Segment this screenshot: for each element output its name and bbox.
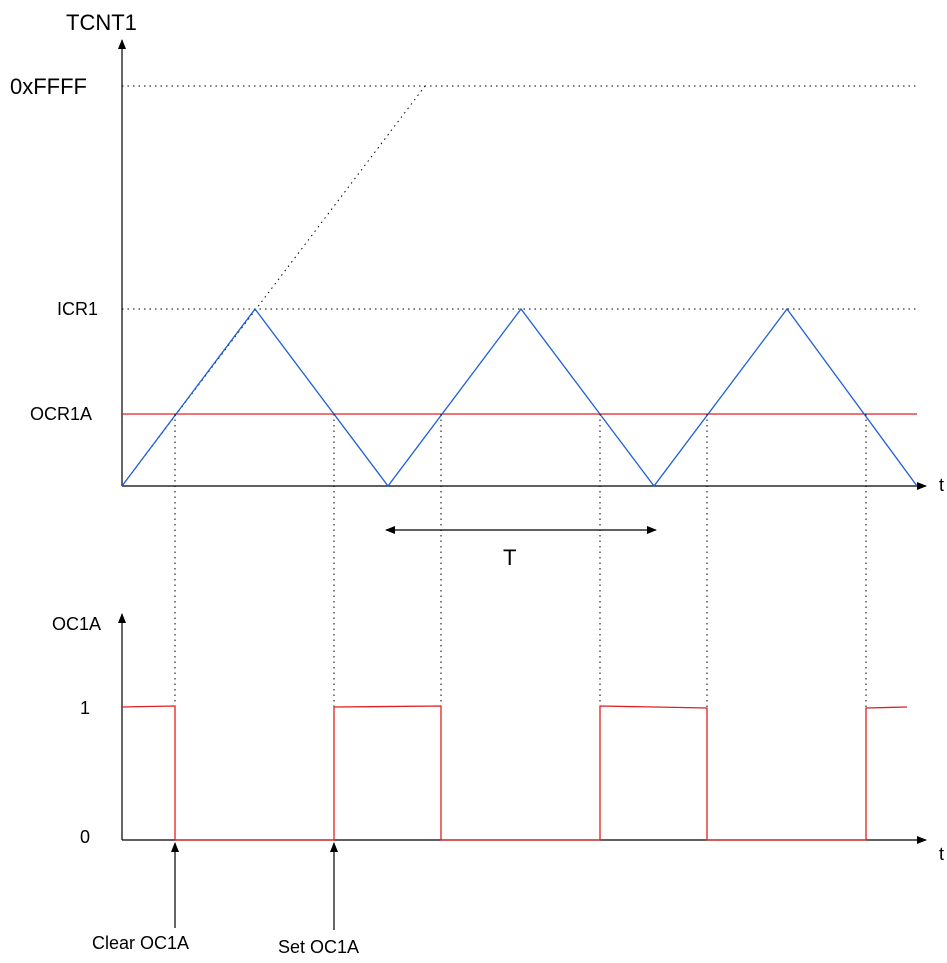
clear-oc1a-label: Clear OC1A	[92, 933, 189, 953]
oc1a-output-waveform	[121, 705, 908, 841]
oc1a-time-label: t	[939, 844, 944, 864]
ocr1a-level-label: OCR1A	[30, 404, 92, 424]
tcnt1-plot: TCNT1 0xFFFF ICR1 OCR1A t T	[10, 10, 944, 570]
ffff-level-label: 0xFFFF	[10, 74, 87, 99]
tcnt1-axis-label: TCNT1	[66, 10, 137, 35]
compare-match-guides	[174, 414, 867, 840]
oc1a-high-label: 1	[80, 698, 90, 718]
oc1a-axis-label: OC1A	[52, 614, 101, 634]
oc1a-low-label: 0	[80, 827, 90, 847]
annotations: Clear OC1A Set OC1A	[92, 842, 359, 957]
set-oc1a-label: Set OC1A	[278, 937, 359, 957]
oc1a-plot: OC1A 1 0 t	[52, 613, 944, 864]
tcnt1-counter-waveform	[121, 307, 918, 488]
period-label: T	[503, 545, 516, 570]
tcnt1-time-label: t	[939, 475, 944, 495]
icr1-level-label: ICR1	[57, 299, 98, 319]
